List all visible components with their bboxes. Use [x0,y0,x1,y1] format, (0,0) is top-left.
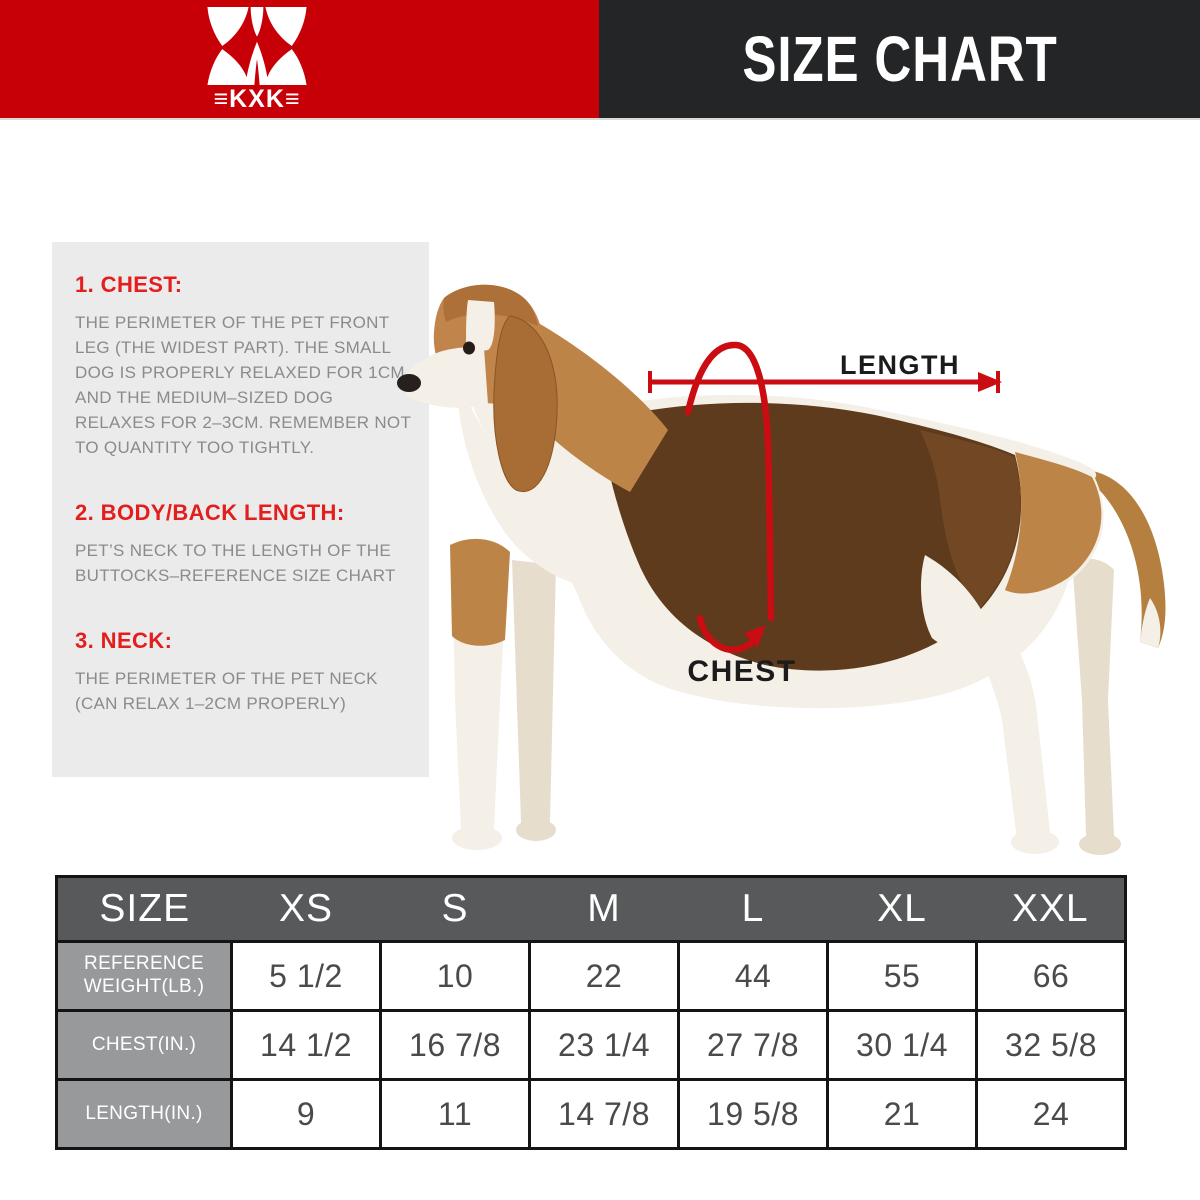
length-arrowhead-icon [978,372,1002,392]
instruction-title: 3. NECK: [75,628,173,653]
size-value: 55 [826,940,978,1012]
instruction-body: THE PERIMETER OF THE PET FRONT LEG (THE … [75,313,411,457]
size-col-header: SIZE [56,876,232,942]
instruction-neck: 3. NECK: THE PERIMETER OF THE PET NECK (… [75,628,411,716]
measuring-instructions-panel: 1. CHEST: THE PERIMETER OF THE PET FRONT… [52,242,429,777]
header-divider [0,118,1200,120]
header-banner: ≡KXK≡ SIZE CHART [0,0,1200,118]
brand-area: ≡KXK≡ [0,0,599,118]
size-value: 23 1/4 [528,1009,680,1081]
size-value: 21 [826,1078,978,1150]
size-col-header: XS [231,876,381,942]
measurement-annotations: LENGTH CHEST [648,341,1002,688]
size-value: 22 [528,940,680,1012]
size-value: 27 7/8 [677,1009,829,1081]
beagle-dog-illustration [397,284,1166,855]
size-col-header: S [380,876,530,942]
size-value: 14 1/2 [230,1009,382,1081]
size-value: 5 1/2 [230,940,382,1012]
brand-logo-text: ≡KXK≡ [213,85,301,113]
size-col-header: XL [827,876,977,942]
size-table: SIZE XS S M L XL XXL REFERENCE WEIGHT(LB… [55,875,1127,1150]
chest-girth-arc [684,341,775,622]
page-title: SIZE CHART [741,23,1058,95]
length-label: LENGTH [840,350,960,380]
size-value: 9 [230,1078,382,1150]
size-value: 66 [975,940,1127,1012]
instruction-body: THE PERIMETER OF THE PET NECK (CAN RELAX… [75,669,378,713]
size-value: 19 5/8 [677,1078,829,1150]
size-value: 10 [379,940,531,1012]
length-end-tick [996,371,1000,393]
kxk-emblem-icon [207,7,307,85]
size-value: 11 [379,1078,531,1150]
size-col-header: XXL [976,876,1126,942]
instruction-title: 1. CHEST: [75,272,183,297]
title-area: SIZE CHART [599,0,1200,118]
size-value: 14 7/8 [528,1078,680,1150]
length-start-tick [648,371,652,393]
size-value: 32 5/8 [975,1009,1127,1081]
size-col-header: M [529,876,679,942]
chest-label: CHEST [687,655,796,688]
brand-logo: ≡KXK≡ [190,7,324,112]
instruction-chest: 1. CHEST: THE PERIMETER OF THE PET FRONT… [75,272,411,460]
row-label: CHEST(IN.) [55,1009,233,1081]
chest-arrowhead-icon [744,625,766,648]
instruction-title: 2. BODY/BACK LENGTH: [75,500,345,525]
table-row-chest: CHEST(IN.) 14 1/2 16 7/8 23 1/4 27 7/8 3… [55,1009,1127,1081]
chest-arrow-curve [696,614,758,653]
size-value: 16 7/8 [379,1009,531,1081]
instruction-body: PET’S NECK TO THE LENGTH OF THE BUTTOCKS… [75,541,396,585]
table-row-length: LENGTH(IN.) 9 11 14 7/8 19 5/8 21 24 [55,1078,1127,1150]
size-value: 24 [975,1078,1127,1150]
size-table-header-row: SIZE XS S M L XL XXL [56,876,1126,942]
row-label: LENGTH(IN.) [55,1078,233,1150]
row-label: REFERENCE WEIGHT(LB.) [55,940,233,1012]
size-value: 30 1/4 [826,1009,978,1081]
instruction-body-length: 2. BODY/BACK LENGTH: PET’S NECK TO THE L… [75,500,411,588]
size-value: 44 [677,940,829,1012]
size-col-header: L [678,876,828,942]
table-row-weight: REFERENCE WEIGHT(LB.) 5 1/2 10 22 44 55 … [55,940,1127,1012]
